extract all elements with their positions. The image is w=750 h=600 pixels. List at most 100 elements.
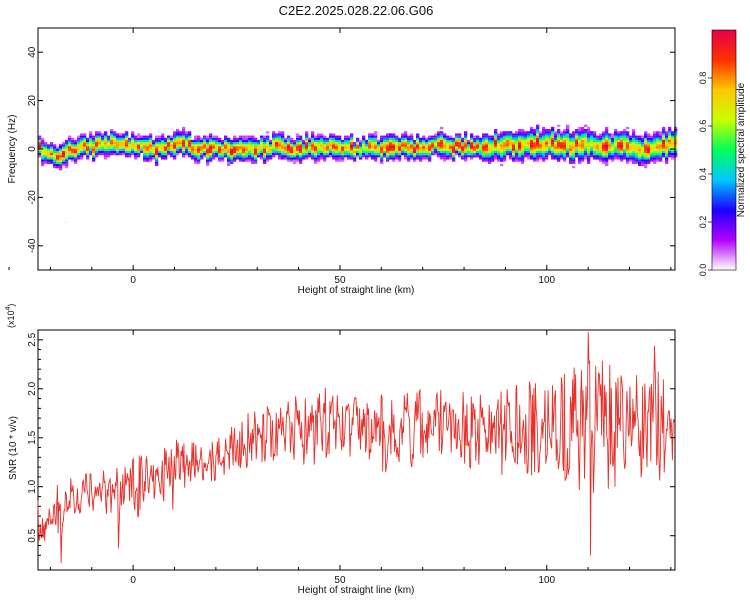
spectrogram-cell bbox=[266, 148, 270, 151]
spectrogram-cell bbox=[581, 135, 585, 138]
spectrogram-cell bbox=[80, 133, 84, 136]
spectrogram-cell bbox=[596, 152, 600, 156]
spectrogram-cell bbox=[281, 137, 285, 140]
spectrogram-cell bbox=[290, 146, 294, 149]
spectrogram-cell bbox=[131, 144, 135, 147]
spectrogram-cell bbox=[275, 150, 279, 154]
spectrogram-cell bbox=[449, 142, 453, 145]
spectrogram-cell bbox=[227, 150, 231, 154]
spectrogram-cell bbox=[581, 142, 585, 145]
spectrogram-cell bbox=[458, 152, 462, 156]
spectrogram-cell bbox=[131, 146, 135, 149]
spectrogram-cell bbox=[230, 150, 234, 154]
spectrogram-cell bbox=[338, 135, 342, 138]
spectrogram-cell bbox=[110, 146, 114, 149]
spectrogram-cell bbox=[248, 155, 252, 158]
spectrogram-cell bbox=[281, 150, 285, 154]
spectrogram-cell bbox=[551, 137, 555, 140]
spectrogram-cell bbox=[89, 150, 93, 154]
spectrogram-cell bbox=[158, 148, 162, 151]
spectrogram-cell bbox=[500, 139, 504, 143]
spectrogram-cell bbox=[122, 135, 126, 138]
spectrogram-cell bbox=[644, 131, 648, 134]
spectrogram-cell bbox=[644, 161, 648, 164]
spectrogram-cell bbox=[140, 148, 144, 151]
spectrogram-cell bbox=[146, 152, 150, 156]
spectrogram-cell bbox=[617, 137, 621, 140]
spectrogram-cell bbox=[569, 159, 573, 162]
spectrogram-cell bbox=[302, 148, 306, 151]
spectrogram-cell bbox=[374, 148, 378, 151]
spectrogram-cell bbox=[335, 150, 339, 154]
spectrogram-cell bbox=[554, 133, 558, 136]
spectrogram-cell bbox=[497, 142, 501, 145]
spectrogram-cell bbox=[419, 159, 423, 162]
spectrogram-cell bbox=[602, 133, 606, 136]
spectrogram-cell bbox=[620, 148, 624, 151]
spectrogram-cell bbox=[161, 137, 165, 140]
spectrogram-cell bbox=[143, 139, 147, 143]
spectrogram-cell bbox=[347, 146, 351, 149]
spectrogram-cell bbox=[602, 157, 606, 160]
spectrogram-cell bbox=[581, 133, 585, 136]
spectrogram-cell bbox=[80, 137, 84, 140]
spectrogram-cell bbox=[155, 159, 159, 162]
spectrogram-cell bbox=[119, 146, 123, 149]
spectrogram-cell bbox=[647, 152, 651, 156]
spectrogram-cell bbox=[242, 146, 246, 149]
spectrogram-cell bbox=[401, 148, 405, 151]
spectrogram-cell bbox=[200, 146, 204, 149]
spectrogram-cell bbox=[569, 152, 573, 156]
spectrogram-cell bbox=[149, 144, 153, 147]
spectrogram-cell bbox=[53, 161, 57, 164]
spectrogram-cell bbox=[344, 148, 348, 151]
spectrogram-cell bbox=[563, 135, 567, 138]
spectrogram-cell bbox=[188, 155, 192, 158]
spectrogram-cell bbox=[332, 146, 336, 149]
spectrogram-cell bbox=[269, 155, 273, 158]
spectrogram-cell bbox=[335, 135, 339, 138]
spectrogram-cell bbox=[548, 137, 552, 140]
spectrogram-cell bbox=[380, 142, 384, 145]
spectrogram-cell bbox=[563, 133, 567, 136]
spectrogram-cell bbox=[437, 137, 441, 140]
spectrogram-cell bbox=[125, 152, 129, 156]
spectrogram-cell bbox=[338, 144, 342, 147]
spectrogram-cell bbox=[602, 161, 606, 164]
spectrogram-cell bbox=[161, 155, 165, 158]
spectrogram-cell bbox=[563, 157, 567, 160]
spectrogram-cell bbox=[614, 129, 618, 132]
spectrogram-cell bbox=[122, 150, 126, 154]
spectrogram-cell bbox=[173, 152, 177, 156]
spectrogram-cell bbox=[560, 131, 564, 134]
spectrogram-cell bbox=[641, 139, 645, 143]
spectrogram-cell bbox=[509, 152, 513, 156]
spectrogram-cell bbox=[44, 161, 48, 164]
spectrogram-cell bbox=[119, 152, 123, 156]
spectrogram-cell bbox=[98, 137, 102, 140]
spectrogram-y-tick-label: 0 bbox=[27, 146, 38, 152]
spectrogram-cell bbox=[281, 131, 285, 134]
spectrogram-cell bbox=[362, 137, 366, 140]
spectrogram-cell bbox=[428, 144, 432, 147]
spectrogram-cell bbox=[368, 150, 372, 154]
spectrogram-cell bbox=[653, 144, 657, 147]
spectrogram-cell bbox=[356, 139, 360, 143]
spectrogram-cell bbox=[512, 150, 516, 154]
spectrogram-cell bbox=[182, 146, 186, 149]
spectrogram-cell bbox=[422, 155, 426, 158]
spectrogram-cell bbox=[542, 155, 546, 158]
spectrogram-cell bbox=[290, 137, 294, 140]
spectrogram-cell bbox=[158, 137, 162, 140]
spectrogram-cell bbox=[404, 135, 408, 138]
spectrogram-cell bbox=[311, 157, 315, 160]
spectrogram-cell bbox=[92, 148, 96, 151]
spectrogram-cell bbox=[83, 152, 87, 156]
spectrogram-cell bbox=[410, 150, 414, 154]
spectrogram-cell bbox=[617, 148, 621, 151]
spectrogram-cell bbox=[608, 137, 612, 140]
spectrogram-cell bbox=[227, 139, 231, 143]
spectrogram-cell bbox=[185, 135, 189, 138]
spectrogram-cell bbox=[209, 135, 213, 138]
spectrogram-cell bbox=[98, 131, 102, 134]
